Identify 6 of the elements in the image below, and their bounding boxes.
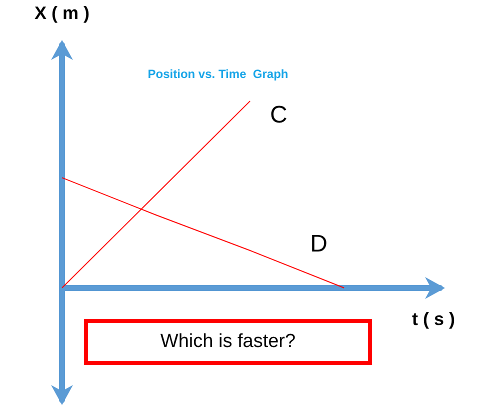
text-box: Which is faster? <box>84 319 372 365</box>
y-axis-title: X ( m ) <box>34 3 90 23</box>
series-label: C <box>270 102 288 129</box>
x-axis-title: t ( s ) <box>412 308 455 329</box>
series-label: D <box>310 230 328 258</box>
chart-title: Position vs. Time Graph <box>148 67 288 81</box>
